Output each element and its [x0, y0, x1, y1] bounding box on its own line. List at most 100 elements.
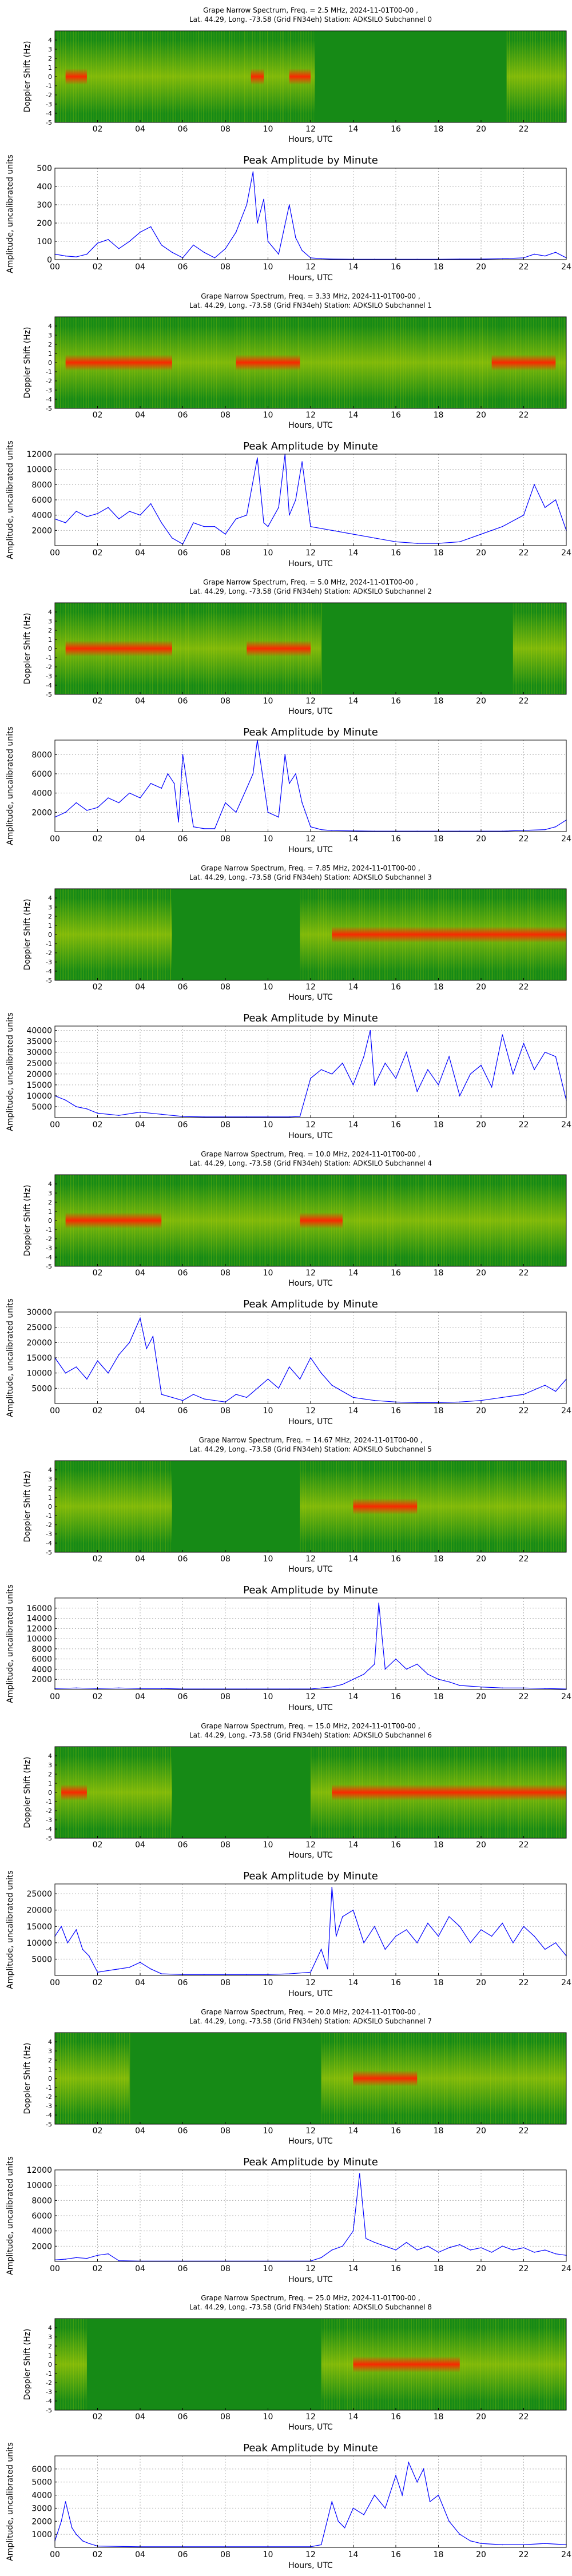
amplitude-data-point: [544, 2249, 546, 2251]
spectrogram-streak: [124, 2033, 125, 2124]
x-tick-label: 22: [519, 1269, 529, 1278]
spectrogram-streak: [177, 603, 179, 694]
x-tick-label: 08: [220, 548, 231, 558]
y-tick-label: 1: [48, 350, 52, 357]
spectrogram-streak: [331, 2033, 333, 2124]
x-tick-label: 14: [348, 1840, 359, 1850]
spectrogram-streak: [364, 1175, 366, 1266]
y-axis-label: Amplitude, uncalibrated units: [6, 726, 15, 845]
spectrogram-streak: [517, 31, 518, 122]
spectrogram-streak: [300, 317, 301, 408]
x-tick-label: 14: [348, 2264, 359, 2273]
x-tick-label: 04: [135, 1555, 145, 1564]
spectrogram-streak: [216, 317, 217, 408]
x-tick-label: 06: [178, 1555, 188, 1564]
spectrogram-streak: [563, 317, 565, 408]
spectrogram-streak: [62, 889, 64, 980]
y-tick-label: 4000: [31, 2227, 52, 2236]
spectrogram-streak: [96, 1461, 97, 1552]
spectrogram-streak: [182, 317, 184, 408]
x-tick-label: 04: [135, 697, 145, 706]
spectrogram-streak: [257, 1175, 258, 1266]
y-tick-label: 1: [48, 1780, 52, 1787]
spectrogram-streak: [491, 1461, 493, 1552]
x-tick-label: 02: [93, 1692, 103, 1702]
spectrogram-streak: [80, 2033, 82, 2124]
amplitude-panel: Peak Amplitude by Minute5000100001500020…: [6, 1870, 571, 1998]
amplitude-data-point: [366, 2238, 367, 2239]
amplitude-title: Peak Amplitude by Minute: [243, 2156, 378, 2168]
spectrogram-streak: [221, 31, 223, 122]
spectrogram-streak: [329, 2319, 330, 2410]
spectrogram-streak: [420, 1461, 422, 1552]
amplitude-data-point: [416, 1942, 418, 1943]
amplitude-data-point: [284, 754, 286, 756]
x-tick-label: 14: [348, 2550, 359, 2559]
spectrogram-streak: [549, 603, 550, 694]
amplitude-data-point: [172, 252, 173, 253]
spectrogram-streak: [444, 2033, 446, 2124]
amplitude-data-point: [320, 829, 322, 830]
spectrogram-streak: [62, 2033, 64, 2124]
amplitude-data-point: [225, 248, 226, 249]
x-tick-label: 04: [135, 2126, 145, 2136]
spectrogram-streak: [262, 1175, 263, 1266]
y-tick-label: 20000: [26, 1338, 52, 1347]
x-tick-label: 02: [93, 834, 103, 844]
x-tick-label: 02: [93, 1406, 103, 1416]
spectrogram-streak: [433, 317, 435, 408]
spectrogram-title: Grape Narrow Spectrum, Freq. = 14.67 MHz…: [198, 1436, 422, 1444]
spectrogram-streak: [57, 1747, 59, 1838]
x-tick-label: 18: [434, 983, 444, 992]
spectrogram-streak: [526, 2033, 527, 2124]
spectrogram-streak: [96, 889, 97, 980]
spectrogram-streak: [390, 317, 391, 408]
amplitude-data-point: [555, 1056, 557, 1058]
spectrogram-streak: [479, 317, 480, 408]
x-tick-label: 14: [348, 2412, 359, 2422]
spectrogram-streak: [410, 317, 412, 408]
spectrogram-streak: [336, 317, 337, 408]
spectrogram-streak: [65, 2319, 66, 2410]
spectrogram-streak: [59, 1461, 61, 1552]
amplitude-data-point: [502, 1397, 503, 1398]
spectrogram-streak: [213, 317, 215, 408]
x-tick-label: 24: [561, 1120, 571, 1130]
spectrogram-streak: [344, 2033, 345, 2124]
amplitude-data-point: [555, 2253, 557, 2255]
spectrogram-streak: [137, 1747, 138, 1838]
spectrogram-streak: [487, 2319, 489, 2410]
amplitude-data-point: [65, 2259, 66, 2260]
spectrogram-streak: [65, 889, 66, 980]
x-tick-label: 12: [305, 1840, 316, 1850]
spectrogram-streak: [226, 603, 228, 694]
spectrogram-streak: [438, 1461, 439, 1552]
amplitude-data-point: [65, 1372, 66, 1374]
amplitude-data-point: [384, 2245, 386, 2247]
spectrogram-streak: [482, 2033, 484, 2124]
x-tick-label: 10: [263, 2126, 273, 2136]
spectrogram-streak: [78, 2319, 80, 2410]
spectrogram-streak: [333, 2033, 335, 2124]
x-tick-label: 12: [305, 1120, 316, 1130]
y-tick-label: 6000: [31, 496, 52, 505]
spectrogram-streak: [528, 2033, 530, 2124]
spectrogram-streak: [118, 31, 120, 122]
spectrogram-streak: [549, 2033, 550, 2124]
spectrogram-streak: [146, 1461, 148, 1552]
spectrogram-streak: [538, 2319, 540, 2410]
spectrogram-streak: [563, 31, 564, 122]
y-tick-label: 6000: [31, 1655, 52, 1664]
y-tick-label: -2: [46, 949, 52, 957]
spectrogram-streak: [170, 1175, 172, 1266]
x-tick-label: 20: [476, 1120, 486, 1130]
spectrogram-streak: [515, 603, 517, 694]
y-tick-label: 4: [48, 895, 52, 902]
spectrogram-streak: [543, 603, 545, 694]
spectrogram-peak: [353, 2070, 418, 2086]
amplitude-panel: Peak Amplitude by Minute2000400060008000…: [6, 726, 571, 854]
spectrogram-streak: [103, 1461, 105, 1552]
spectrogram-streak: [407, 317, 409, 408]
spectrogram-streak: [560, 31, 562, 122]
spectrogram-streak: [458, 1461, 460, 1552]
